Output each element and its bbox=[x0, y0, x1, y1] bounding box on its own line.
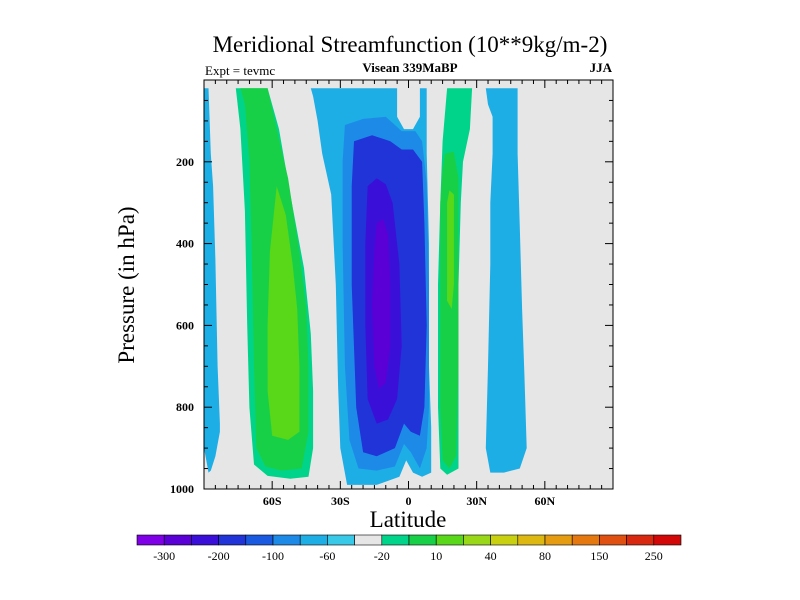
colorbar-label: -20 bbox=[374, 549, 390, 563]
contour-nh-ferrel bbox=[485, 88, 527, 473]
contour-sh-cell-80 bbox=[267, 186, 300, 440]
colorbar-labels: -300 -200 -100 -60 -20 10 40 80 150 250 bbox=[153, 549, 663, 563]
colorbar-swatch bbox=[544, 534, 573, 546]
colorbar-swatch bbox=[626, 534, 655, 546]
colorbar-swatch bbox=[354, 534, 383, 546]
colorbar-swatch bbox=[218, 534, 247, 546]
colorbar-swatch bbox=[381, 534, 410, 546]
colorbar-label: -300 bbox=[153, 549, 175, 563]
subtitle-right: JJA bbox=[590, 60, 613, 75]
colorbar-swatch bbox=[653, 534, 682, 546]
y-tick-label: 200 bbox=[176, 155, 194, 169]
colorbar-swatch bbox=[163, 534, 192, 546]
colorbar-swatch bbox=[299, 534, 328, 546]
colorbar-label: 80 bbox=[539, 549, 551, 563]
x-tick-label: 60N bbox=[534, 494, 555, 508]
contour-fills bbox=[204, 88, 527, 485]
colorbar-label: -60 bbox=[319, 549, 335, 563]
x-tick-label: 60S bbox=[263, 494, 282, 508]
colorbar-swatch bbox=[327, 534, 355, 546]
colorbar-swatch bbox=[571, 534, 600, 546]
colorbar-label: 10 bbox=[430, 549, 442, 563]
chart-title: Meridional Streamfunction (10**9kg/m-2) bbox=[213, 32, 608, 57]
y-tick-label: 800 bbox=[176, 400, 194, 414]
colorbar bbox=[136, 534, 682, 546]
contour-hadley-m300 bbox=[372, 219, 391, 389]
colorbar-label: 150 bbox=[590, 549, 608, 563]
y-tick-label: 1000 bbox=[170, 482, 194, 496]
colorbar-label: -200 bbox=[208, 549, 230, 563]
colorbar-swatch bbox=[463, 534, 491, 546]
y-axis-ticks: 200 400 600 800 1000 bbox=[170, 79, 613, 496]
contour-nh-cell-80 bbox=[447, 190, 454, 309]
colorbar-swatch bbox=[245, 534, 274, 546]
subtitle-left: Expt = tevmc bbox=[205, 63, 275, 78]
colorbar-label: 250 bbox=[645, 549, 663, 563]
contour-nh-cell-40 bbox=[440, 151, 459, 469]
x-axis-ticks: 60S 30S 0 30N 60N bbox=[203, 80, 614, 508]
colorbar-label: -100 bbox=[262, 549, 284, 563]
x-tick-label: 30S bbox=[331, 494, 350, 508]
colorbar-swatch bbox=[599, 534, 627, 546]
contour-sh-ferrel-outer bbox=[204, 88, 220, 473]
x-tick-label: 30N bbox=[466, 494, 487, 508]
colorbar-swatch bbox=[272, 534, 301, 546]
colorbar-swatch bbox=[136, 534, 165, 546]
x-axis-label: Latitude bbox=[370, 507, 447, 532]
colorbar-label: 40 bbox=[485, 549, 497, 563]
colorbar-swatch bbox=[191, 534, 219, 546]
colorbar-swatch bbox=[517, 534, 546, 546]
colorbar-swatch bbox=[435, 534, 464, 546]
colorbar-swatch bbox=[490, 534, 519, 546]
y-axis-label: Pressure (in hPa) bbox=[114, 206, 139, 363]
y-tick-label: 600 bbox=[176, 318, 194, 332]
y-tick-label: 400 bbox=[176, 237, 194, 251]
colorbar-swatch bbox=[408, 534, 437, 546]
subtitle-center: Visean 339MaBP bbox=[362, 60, 457, 75]
x-tick-label: 0 bbox=[406, 494, 412, 508]
